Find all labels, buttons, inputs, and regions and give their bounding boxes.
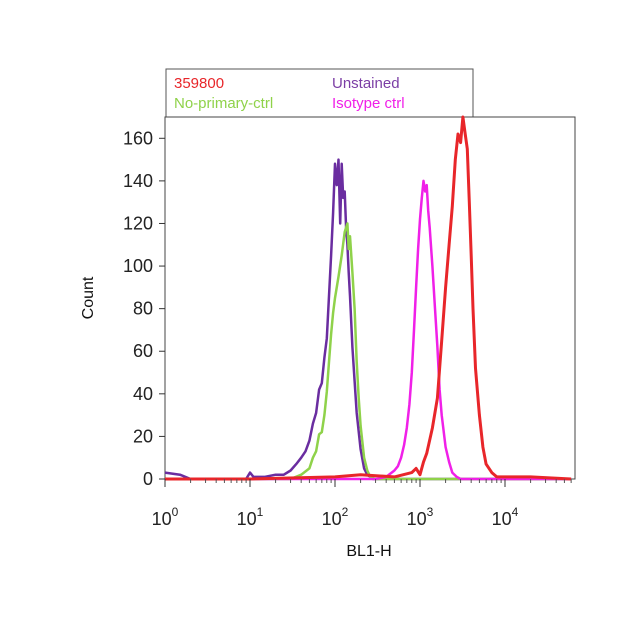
x-tick-label: 103 [407, 505, 434, 529]
y-tick-label: 40 [133, 384, 153, 404]
series-line-isotype-ctrl [165, 179, 572, 481]
y-tick-label: 120 [123, 213, 153, 233]
y-tick-label: 80 [133, 299, 153, 319]
plot-frame [164, 116, 576, 480]
series-line-unstained [164, 158, 572, 481]
legend-box [165, 68, 474, 118]
legend-label-isotype-ctrl: Isotype ctrl [332, 95, 405, 112]
series-layer [164, 115, 572, 481]
x-tick-label: 100 [152, 505, 179, 529]
series-line-no-primary-ctrl [165, 222, 572, 481]
legend-label-unstained: Unstained [332, 75, 400, 92]
legend-label-359800: 359800 [174, 75, 224, 92]
x-tick-label: 101 [237, 505, 264, 529]
y-tick-label: 0 [143, 469, 153, 489]
x-tick-label: 102 [322, 505, 349, 529]
series-line-359800 [165, 115, 572, 481]
legend-label-no-primary-ctrl: No-primary-ctrl [174, 95, 273, 112]
y-tick-label: 140 [123, 171, 153, 191]
x-tick-label: 104 [492, 505, 519, 529]
x-axis-label: BL1-H [346, 543, 391, 560]
y-tick-label: 20 [133, 426, 153, 446]
legend: 359800 Unstained No-primary-ctrl Isotype… [165, 68, 474, 118]
y-tick-label: 60 [133, 341, 153, 361]
x-axis: 100 101 102 103 104 [152, 479, 572, 529]
y-tick-label: 100 [123, 256, 153, 276]
y-axis-label: Count [80, 276, 97, 319]
y-axis: 0 20 40 60 80 100 120 140 160 [123, 128, 165, 489]
y-tick-label: 160 [123, 128, 153, 148]
